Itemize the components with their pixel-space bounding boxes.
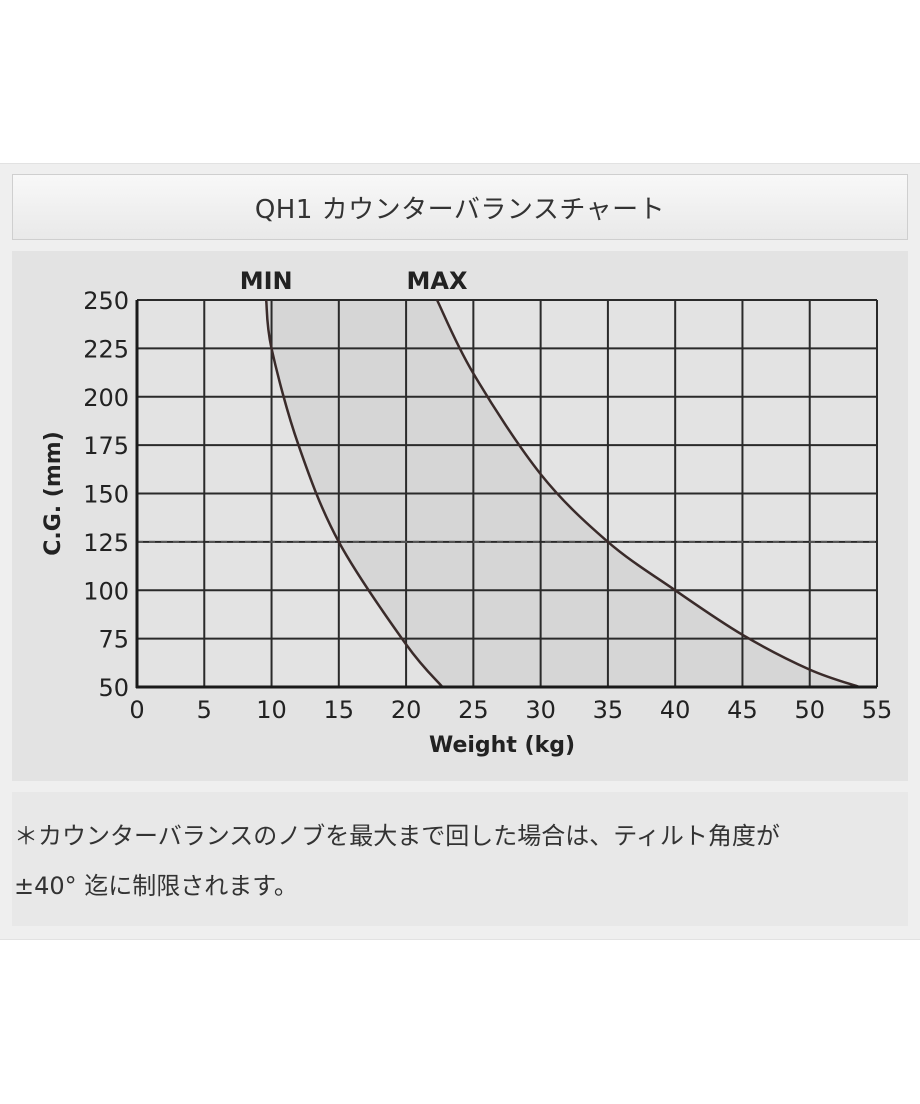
y-tick-label: 175 [83,432,129,460]
x-tick-label: 45 [727,696,758,724]
title-bar: QH1 カウンターバランスチャート [12,174,908,240]
y-tick-label: 200 [83,384,129,412]
counterbalance-chart: 0 5 10 15 20 25 30 35 40 45 50 55 50 75 100 125 150 175 20… [41,267,893,758]
chart-title: QH1 カウンターバランスチャート [254,194,666,225]
x-tick-label: 20 [391,696,422,724]
y-tick-label: 75 [98,626,129,654]
x-axis-title: Weight (kg) [429,733,575,758]
series-line-min [264,299,444,688]
y-tick-label: 250 [83,287,129,315]
y-tick-label: 225 [83,335,129,363]
x-tick-label: 5 [197,696,212,724]
x-tick-label: 55 [862,696,893,724]
x-tick-label: 30 [525,696,556,724]
y-axis-title: C.G. (mm) [41,431,66,556]
x-tick-label: 10 [256,696,287,724]
y-tick-label: 50 [98,674,129,702]
y-tick-label: 125 [83,529,129,557]
note-line-1: ＊カウンターバランスのノブを最大まで回した場合は、ティルト角度が [14,822,780,850]
x-tick-label: 0 [129,696,144,724]
series-label-min: MIN [240,267,293,295]
x-tick-label: 50 [794,696,825,724]
x-tick-label: 40 [660,696,691,724]
series-label-max: MAX [407,267,468,295]
note-line-2: ±40° 迄に制限されます。 [14,872,298,900]
y-tick-label: 100 [83,577,129,605]
x-tick-label: 35 [593,696,624,724]
series-line-max [435,299,860,689]
x-tick-label: 25 [458,696,489,724]
y-tick-label: 150 [83,481,129,509]
x-tick-label: 15 [324,696,355,724]
note-area [12,792,908,926]
